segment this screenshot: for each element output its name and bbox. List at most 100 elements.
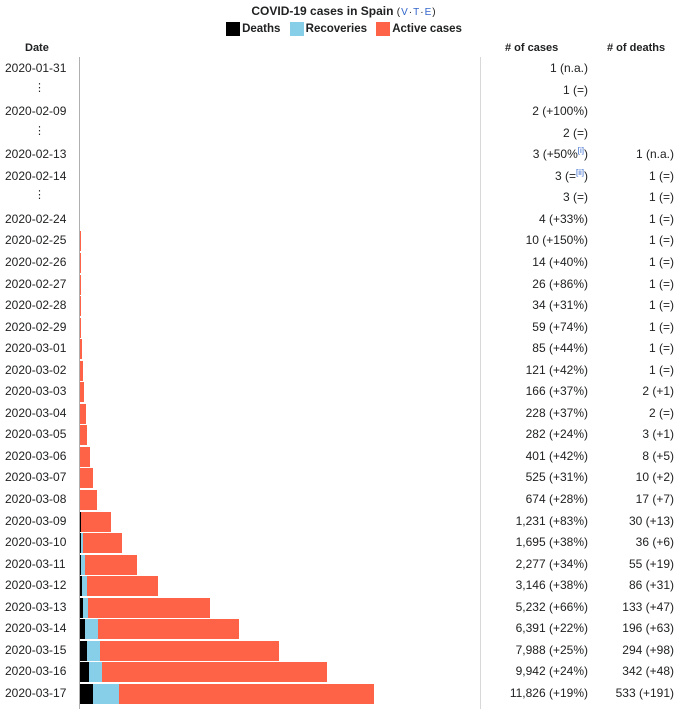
table-row: 2020-03-06 401 (+42%) 8 (+5)	[0, 446, 688, 467]
table-row: 2020-02-27 26 (+86%) 1 (=)	[0, 274, 688, 295]
cases-text: 11,826 (+19%)	[509, 685, 588, 700]
cases-text: 85 (+44%)	[532, 341, 588, 356]
bar-segment-deaths	[80, 662, 89, 683]
bar-segment-active	[80, 425, 87, 446]
footnote-link[interactable]: [ii]	[576, 167, 584, 177]
table-row: 2020-02-29 59 (+74%) 1 (=)	[0, 317, 688, 338]
bar-segment-deaths	[80, 683, 94, 704]
cases-cell: 2 (=)	[563, 126, 588, 140]
row-date: 2020-03-04	[5, 405, 67, 420]
table-row: ⋮ 3 (=) 1 (=)	[0, 187, 688, 209]
cases-cell: 10 (+150%)	[526, 233, 588, 247]
deaths-cell: 3 (+1)	[642, 427, 674, 442]
deaths-cell: 1 (=)	[648, 254, 674, 269]
deaths-cell: 55 (+19)	[628, 556, 674, 571]
table-row: 2020-02-14 3 (=[ii]) 1 (=)	[0, 166, 688, 187]
footnote-link[interactable]: [i]	[577, 146, 584, 156]
row-date: 2020-03-14	[5, 621, 67, 636]
table-row: 2020-03-07 525 (+31%) 10 (+2)	[0, 467, 688, 489]
bar-segment-active	[97, 619, 239, 640]
cases-cell: 3 (+50%[i])	[532, 146, 588, 162]
deaths-cell: 1 (n.a.)	[635, 147, 674, 162]
bar-axis-left	[79, 57, 80, 709]
cases-text: 1,695 (+38%)	[515, 535, 588, 550]
bar-segment-recoveries	[83, 597, 89, 618]
row-date: 2020-03-17	[5, 685, 67, 700]
bar-segment-deaths	[80, 597, 84, 618]
header-deaths: # of deaths	[607, 42, 666, 54]
cases-cell: 2 (+100%)	[532, 104, 588, 118]
table-row: 2020-03-11 2,277 (+34%) 55 (+19)	[0, 554, 688, 575]
row-date: 2020-02-29	[5, 319, 67, 334]
row-ellipsis: ⋮	[34, 124, 45, 137]
cases-cell: 14 (+40%)	[532, 255, 588, 269]
header-cases: # of cases	[505, 42, 559, 54]
table-row: 2020-03-17 11,826 (+19%) 533 (+191)	[0, 683, 688, 704]
deaths-cell: 196 (+63)	[622, 621, 674, 636]
cases-cell: 282 (+24%)	[526, 427, 588, 441]
cases-text: 10 (+150%)	[525, 233, 588, 248]
bar-segment-recoveries	[81, 554, 86, 575]
bar-segment-active	[100, 640, 279, 661]
cases-text: 3 (+50%	[532, 147, 578, 162]
table-row: 2020-03-16 9,942 (+24%) 342 (+48)	[0, 661, 688, 683]
cases-cell: 1 (n.a.)	[550, 61, 588, 75]
bar-segment-active	[85, 554, 137, 575]
talk-template-link[interactable]: T	[413, 7, 421, 18]
cases-text: 228 (+37%)	[525, 405, 588, 420]
row-date: 2020-02-27	[5, 276, 67, 291]
cases-cell: 228 (+37%)	[526, 406, 588, 420]
bar-segment-active	[80, 339, 83, 360]
row-date: 2020-02-26	[5, 254, 67, 269]
cases-cell: 1 (=)	[563, 83, 588, 97]
bar-segment-active	[80, 317, 82, 338]
table-row: 2020-03-15 7,988 (+25%) 294 (+98)	[0, 640, 688, 661]
row-date: 2020-03-07	[5, 470, 67, 485]
row-ellipsis: ⋮	[34, 189, 45, 202]
deaths-cell: 1 (=)	[648, 190, 674, 205]
bar-segment-active	[80, 468, 94, 489]
table-row: 2020-03-09 1,231 (+83%) 30 (+13)	[0, 511, 688, 532]
cases-text: 5,232 (+66%)	[515, 599, 588, 614]
row-date: 2020-03-03	[5, 384, 67, 399]
vte-dot-2: ·	[420, 7, 425, 18]
view-template-link[interactable]: V	[401, 7, 409, 18]
cases-cell: 1,231 (+83%)	[516, 514, 588, 528]
cases-text: 166 (+37%)	[525, 384, 588, 399]
table-row: ⋮ 2 (=)	[0, 123, 688, 144]
cases-text: 2,277 (+34%)	[515, 556, 588, 571]
deaths-cell: 533 (+191)	[615, 685, 674, 700]
deaths-cell: 2 (=)	[648, 405, 674, 420]
cases-cell: 9,942 (+24%)	[516, 664, 588, 678]
bar-segment-recoveries	[87, 640, 101, 661]
cases-cell: 2,277 (+34%)	[516, 557, 588, 571]
table-row: 2020-02-26 14 (+40%) 1 (=)	[0, 252, 688, 273]
cases-text: 4 (+33%)	[538, 211, 588, 226]
bar-segment-active	[83, 533, 123, 554]
vte-open: (	[396, 7, 402, 18]
cases-text-close: )	[584, 147, 588, 162]
cases-text: 59 (+74%)	[532, 319, 588, 334]
cases-text: 3 (=)	[562, 190, 588, 205]
deaths-cell: 17 (+7)	[635, 492, 674, 506]
deaths-cell: 1 (=)	[648, 298, 674, 313]
row-date: 2020-02-13	[5, 147, 67, 162]
legend-item-active: Active cases	[376, 22, 462, 36]
deaths-cell: 342 (+48)	[622, 664, 674, 679]
edit-template-link[interactable]: E	[424, 7, 433, 18]
row-date: 2020-03-15	[5, 642, 67, 657]
bar-segment-deaths	[80, 576, 83, 597]
vte-links: (V·T·E)	[397, 7, 437, 18]
row-date: 2020-03-08	[5, 492, 67, 506]
table-row: 2020-03-03 166 (+37%) 2 (+1)	[0, 381, 688, 403]
cases-text: 34 (+31%)	[532, 298, 588, 313]
cases-text: 674 (+28%)	[525, 492, 588, 506]
legend-label-recoveries: Recoveries	[305, 23, 368, 35]
cases-cell: 34 (+31%)	[532, 298, 588, 312]
row-date: 2020-02-24	[5, 211, 67, 226]
deaths-cell: 86 (+31)	[628, 578, 674, 593]
bar-segment-active	[86, 576, 159, 597]
bar-segment-active	[80, 446, 90, 467]
deaths-cell: 10 (+2)	[635, 470, 674, 485]
row-ellipsis: ⋮	[34, 81, 45, 94]
